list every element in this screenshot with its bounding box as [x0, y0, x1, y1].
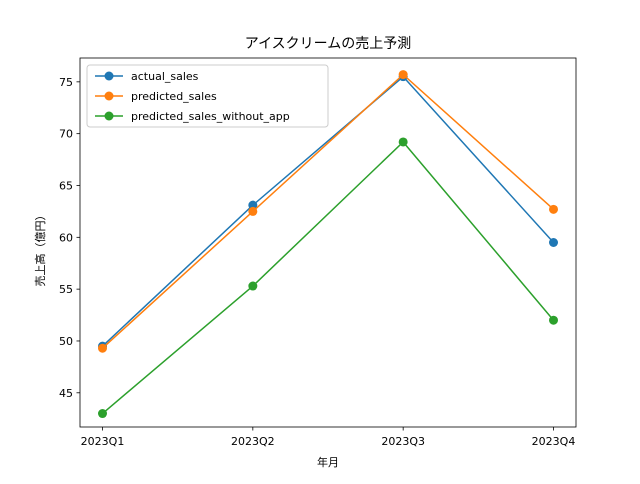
data-point — [398, 137, 408, 147]
x-tick-label: 2023Q3 — [381, 435, 425, 448]
legend-box — [86, 64, 329, 128]
y-tick-label: 75 — [59, 76, 73, 89]
axes: 45 50 55 60 65 70 75 2023Q1 2023Q2 2023Q3 2023Q4 — [59, 57, 577, 448]
data-point — [549, 315, 558, 325]
legend-label: predicted_sales_without_app — [131, 110, 290, 123]
data-point — [248, 200, 258, 210]
series-actual_sales — [98, 72, 558, 351]
y-tick-label: 60 — [59, 231, 73, 244]
data-point — [248, 206, 258, 216]
y-tick-label: 65 — [59, 179, 73, 192]
x-tick-label: 2023Q4 — [532, 435, 576, 448]
data-point — [98, 409, 107, 419]
series-line — [101, 75, 555, 347]
series-lines — [98, 70, 558, 419]
legend-item: actual_sales — [95, 70, 199, 83]
series-line — [101, 73, 555, 349]
legend-item: predicted_sales_without_app — [95, 110, 290, 123]
y-tick-label: 50 — [59, 335, 73, 348]
legend-marker — [104, 111, 114, 121]
y-axis-label: 売上高（億円） — [33, 210, 47, 287]
legend-label: predicted_sales — [131, 90, 217, 103]
series-line — [102, 140, 555, 415]
data-point — [398, 70, 408, 80]
data-point — [98, 343, 107, 353]
series-predicted_sales_without_app — [98, 137, 558, 419]
legend-label: actual_sales — [131, 70, 199, 83]
plot-area-frame — [79, 57, 577, 428]
legend-item: predicted_sales — [95, 90, 217, 103]
data-point — [549, 238, 558, 247]
legend-marker — [104, 91, 114, 101]
x-tick-label: 2023Q2 — [231, 435, 275, 448]
y-tick-label: 70 — [59, 128, 73, 141]
y-tick-label: 55 — [59, 283, 73, 296]
legend-marker — [104, 71, 114, 81]
x-tick-label: 2023Q1 — [81, 435, 125, 448]
legend: actual_sales predicted_sales predicted_sal… — [86, 64, 329, 128]
data-point — [549, 204, 558, 214]
chart-title: アイスクリームの売上予測 — [245, 36, 411, 52]
data-point — [248, 281, 258, 291]
series-predicted_sales — [98, 70, 558, 353]
x-axis-label: 年月 — [317, 455, 339, 469]
y-tick-label: 45 — [59, 387, 73, 400]
